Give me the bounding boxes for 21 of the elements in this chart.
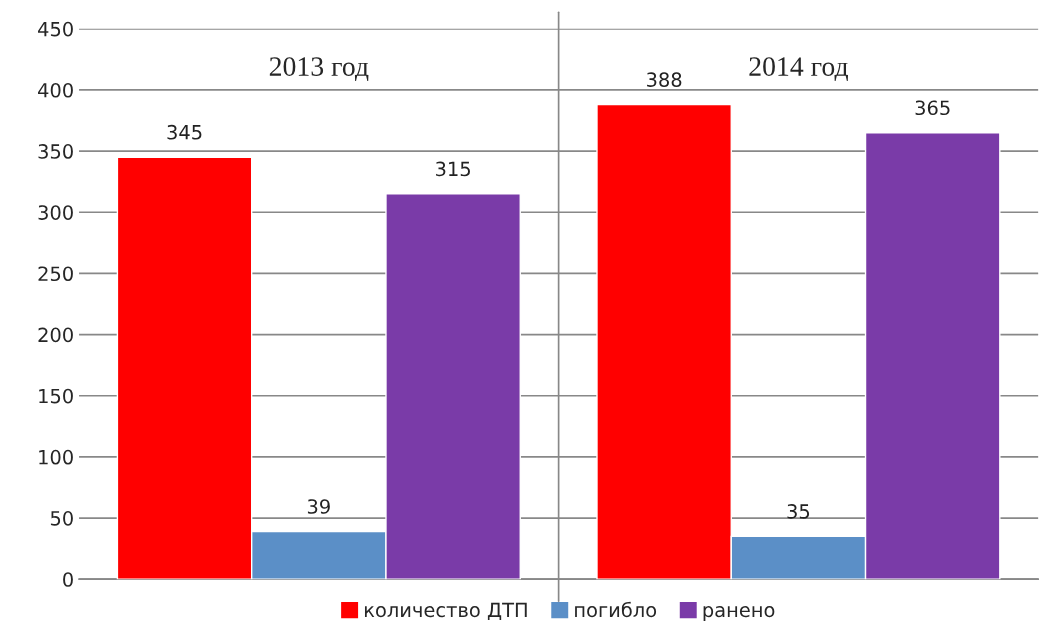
y-tick-label: 150 [39, 388, 73, 404]
y-tick-label: 200 [38, 327, 73, 343]
legend-label: количество ДТП [364, 602, 527, 621]
y-tick-label: 50 [50, 511, 73, 526]
y-tick-label: 0 [63, 572, 73, 587]
legend-label: ранено [703, 606, 775, 622]
data-label: 388 [647, 72, 682, 87]
data-label: 35 [787, 504, 810, 519]
data-label: 345 [167, 124, 202, 140]
y-tick-label: 100 [39, 449, 73, 465]
x-tick-label: 2013 год [269, 57, 369, 82]
y-tick-label: 400 [38, 82, 73, 98]
y-tick-label: 300 [38, 205, 73, 220]
x-tick-label: 2014 год [749, 57, 848, 82]
data-label: 365 [915, 100, 950, 116]
y-tick-label: 250 [38, 266, 73, 282]
data-label: 39 [307, 499, 330, 514]
y-tick-label: 350 [38, 144, 73, 159]
legend-label: погибло [575, 601, 657, 618]
data-label: 315 [436, 161, 470, 177]
y-tick-label: 450 [38, 21, 73, 37]
